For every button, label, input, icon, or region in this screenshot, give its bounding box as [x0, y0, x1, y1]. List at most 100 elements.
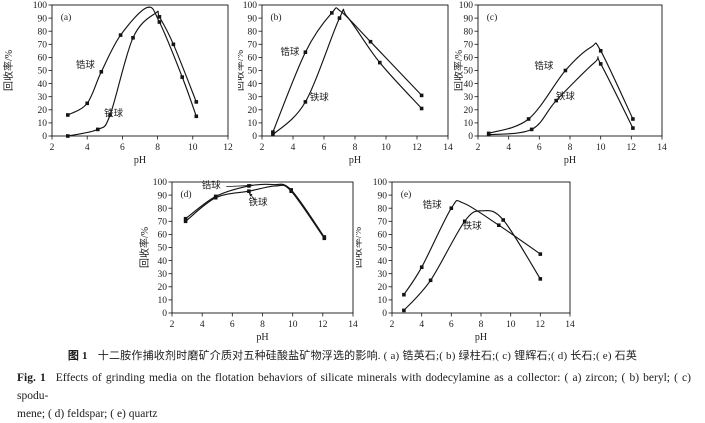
- series-curve: [67, 6, 197, 117]
- x-tick-label: 6: [537, 143, 542, 153]
- data-point-marker: [449, 206, 454, 210]
- y-tick-label: 30: [38, 93, 48, 103]
- annotation-arrow-head: [248, 192, 253, 197]
- data-point-marker: [486, 132, 491, 137]
- series-label: 铁球: [248, 197, 268, 209]
- y-tick-label: 60: [38, 54, 48, 64]
- data-point-marker: [598, 49, 603, 53]
- chart-e-quartz: 2 4 6 8 10 12 14 0 10 20 30 40 50 60 70 80 90 100 pH 回收率/% (…: [351, 177, 588, 343]
- data-point-marker: [402, 292, 406, 297]
- y-tick-label: 90: [38, 14, 48, 24]
- y-tick-label: 30: [248, 93, 258, 103]
- y-tick-label: 60: [248, 54, 258, 64]
- y-tick-label: 50: [248, 67, 258, 77]
- chart-e-plot: 2 4 6 8 10 12 14 0 10 20 30 40 50 60 70 80 90 100 pH 回收率/% (…: [351, 178, 575, 343]
- y-tick-label: 100: [243, 1, 258, 11]
- subplot-tag: (d): [180, 189, 191, 200]
- y-tick-label: 100: [153, 178, 168, 188]
- data-point-marker: [554, 98, 558, 103]
- y-tick-label: 10: [464, 119, 474, 129]
- y-tick-label: 10: [38, 119, 48, 129]
- y-tick-label: 70: [38, 41, 48, 51]
- chart-b-beryl: 2 4 6 8 10 12 14 0 10 20 30 40 50 60 70 80 90 100 pH 回收率/% (…: [233, 0, 456, 166]
- y-tick-label: 100: [373, 178, 388, 188]
- x-tick-label: 2: [260, 143, 265, 153]
- caption-zh-text: 十二胺作捕收剂时磨矿介质对五种硅酸盐矿物浮选的影响. ( a) 锆英石;( b)…: [97, 350, 638, 362]
- series-label: 锆球: [534, 60, 554, 72]
- y-tick-label: 30: [464, 93, 474, 103]
- data-point-marker: [529, 127, 534, 132]
- series-curve: [67, 10, 197, 137]
- caption-chinese: 图 1 十二胺作捕收剂时磨矿介质对五种硅酸盐矿物浮选的影响. ( a) 锆英石;(…: [0, 347, 705, 363]
- x-axis-label: pH: [134, 155, 146, 166]
- y-tick-label: 50: [38, 67, 48, 77]
- x-tick-label: 2: [390, 320, 395, 330]
- x-tick-label: 10: [188, 143, 198, 153]
- series-curve: [272, 8, 423, 136]
- y-axis-label: 回收率/%: [454, 50, 465, 91]
- x-tick-label: 10: [596, 143, 606, 153]
- plot-frame: [391, 181, 571, 314]
- data-point-marker: [497, 223, 501, 227]
- data-point-marker: [337, 16, 342, 20]
- data-point-marker: [194, 114, 199, 119]
- data-point-marker: [428, 278, 433, 283]
- data-point-marker: [526, 117, 531, 121]
- x-tick-label: 14: [443, 143, 453, 153]
- y-tick-label: 0: [42, 132, 47, 142]
- data-point-marker: [85, 101, 89, 106]
- y-tick-label: 0: [382, 309, 387, 319]
- y-tick-label: 90: [248, 14, 258, 24]
- data-point-marker: [213, 195, 218, 200]
- series-curve: [185, 184, 325, 239]
- data-point-marker: [247, 189, 251, 193]
- series-label: 锆球: [423, 199, 443, 211]
- caption-en-line2: mene; ( d) feldspar; ( e) quartz: [17, 408, 158, 420]
- y-axis-label: 回收率/%: [356, 227, 364, 268]
- data-point-marker: [419, 265, 424, 269]
- y-tick-label: 80: [158, 204, 168, 214]
- data-point-marker: [631, 126, 635, 130]
- x-tick-label: 4: [291, 143, 296, 153]
- y-tick-label: 100: [459, 1, 474, 11]
- y-tick-label: 10: [158, 296, 168, 306]
- y-axis-label: 回收率/%: [138, 227, 151, 268]
- data-point-marker: [183, 216, 188, 221]
- subplot-tag: (b): [270, 12, 281, 23]
- series-label: 锆球: [202, 180, 222, 192]
- chart-c-spodumene: 2 4 6 8 10 12 14 0 10 20 30 40 50 60 70 80 90 100 pH 回收率/% (…: [452, 0, 704, 166]
- y-tick-label: 20: [158, 283, 168, 293]
- y-tick-label: 0: [468, 132, 473, 142]
- x-tick-label: 8: [353, 143, 358, 153]
- y-tick-label: 50: [464, 67, 474, 77]
- series-label: 铁球: [104, 107, 124, 119]
- data-point-marker: [419, 93, 424, 98]
- x-tick-label: 6: [230, 320, 235, 330]
- x-tick-label: 2: [170, 320, 175, 330]
- y-tick-label: 40: [248, 80, 258, 90]
- y-tick-label: 70: [248, 41, 258, 51]
- data-point-marker: [563, 68, 568, 73]
- x-axis-label: pH: [564, 155, 576, 166]
- x-tick-label: 4: [200, 320, 205, 330]
- caption-english: Fig. 1 Effects of grinding media on the f…: [17, 369, 691, 423]
- series-label: 铁球: [310, 92, 330, 104]
- y-tick-label: 60: [378, 231, 388, 241]
- x-tick-label: 14: [348, 320, 358, 330]
- y-tick-label: 0: [162, 309, 167, 319]
- annotation-arrow-head: [249, 183, 254, 187]
- y-tick-label: 30: [378, 270, 388, 280]
- data-point-marker: [108, 113, 112, 117]
- chart-c-plot: 2 4 6 8 10 12 14 0 10 20 30 40 50 60 70 80 90 100 pH 回收率/% (…: [452, 1, 667, 166]
- chart-a-plot: 2 4 6 8 10 12 0 10 20 30 40 50 60 70 80 90 100 pH 回收率/% (a)…: [2, 1, 233, 166]
- y-tick-label: 0: [252, 132, 257, 142]
- y-tick-label: 90: [464, 14, 474, 24]
- series-curve: [488, 42, 634, 134]
- x-tick-label: 10: [506, 320, 516, 330]
- data-point-marker: [501, 218, 505, 222]
- y-tick-label: 50: [158, 244, 168, 254]
- series-curve: [185, 183, 325, 238]
- x-tick-label: 12: [318, 320, 328, 330]
- data-point-marker: [419, 106, 424, 111]
- data-point-marker: [157, 15, 162, 19]
